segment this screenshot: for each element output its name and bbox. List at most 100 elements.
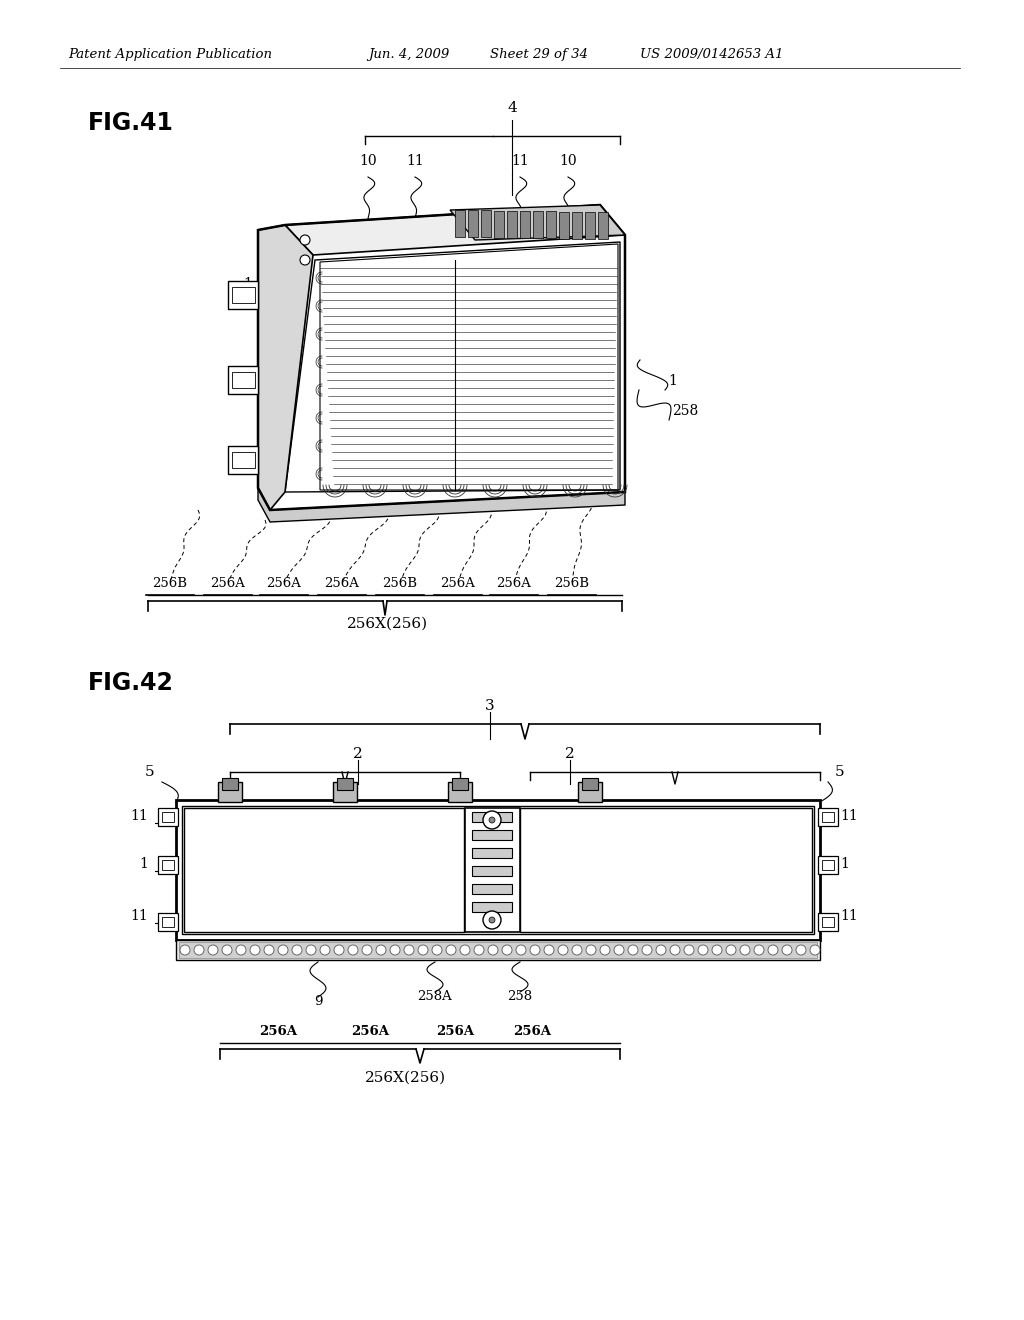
- Polygon shape: [228, 446, 258, 474]
- Circle shape: [446, 945, 456, 954]
- Circle shape: [516, 945, 526, 954]
- Polygon shape: [818, 855, 838, 874]
- Circle shape: [222, 945, 232, 954]
- Circle shape: [278, 945, 288, 954]
- Polygon shape: [494, 211, 504, 238]
- Polygon shape: [285, 205, 625, 255]
- Circle shape: [180, 945, 190, 954]
- Text: 256A: 256A: [436, 1026, 474, 1038]
- Bar: [582, 777, 598, 789]
- Circle shape: [306, 945, 316, 954]
- Text: 4: 4: [507, 102, 517, 115]
- Circle shape: [712, 945, 722, 954]
- Bar: [472, 902, 512, 912]
- Circle shape: [404, 945, 414, 954]
- Text: 1: 1: [668, 374, 677, 388]
- Text: 2: 2: [353, 747, 362, 762]
- Circle shape: [432, 945, 442, 954]
- Circle shape: [726, 945, 736, 954]
- Text: 258A: 258A: [418, 990, 453, 1003]
- Polygon shape: [534, 211, 543, 238]
- Text: Patent Application Publication: Patent Application Publication: [68, 48, 272, 61]
- Text: 256A: 256A: [513, 1026, 551, 1038]
- Bar: [182, 807, 814, 935]
- Circle shape: [544, 945, 554, 954]
- Circle shape: [684, 945, 694, 954]
- Circle shape: [768, 945, 778, 954]
- Circle shape: [292, 945, 302, 954]
- Text: 256A: 256A: [497, 577, 531, 590]
- Circle shape: [600, 945, 610, 954]
- Text: FIG.42: FIG.42: [88, 671, 174, 696]
- Bar: [222, 777, 238, 789]
- Circle shape: [264, 945, 274, 954]
- Circle shape: [208, 945, 218, 954]
- Polygon shape: [228, 281, 258, 309]
- Text: 256X(256): 256X(256): [365, 1071, 445, 1085]
- Polygon shape: [450, 205, 625, 240]
- Circle shape: [670, 945, 680, 954]
- Bar: [333, 781, 357, 803]
- Bar: [176, 800, 820, 940]
- Circle shape: [502, 945, 512, 954]
- Circle shape: [236, 945, 246, 954]
- Polygon shape: [585, 213, 595, 239]
- Text: 3: 3: [485, 700, 495, 713]
- Polygon shape: [818, 808, 838, 826]
- Circle shape: [698, 945, 708, 954]
- Circle shape: [474, 945, 484, 954]
- Bar: [449, 781, 472, 803]
- Bar: [179, 942, 817, 958]
- Circle shape: [782, 945, 792, 954]
- Text: 11: 11: [840, 809, 858, 822]
- Text: 258: 258: [508, 990, 532, 1003]
- Polygon shape: [559, 211, 569, 239]
- Text: 256A: 256A: [211, 577, 246, 590]
- Bar: [472, 847, 512, 858]
- Text: 11: 11: [511, 154, 528, 168]
- Bar: [472, 884, 512, 894]
- Polygon shape: [158, 808, 178, 826]
- Text: 256B: 256B: [383, 577, 418, 590]
- Polygon shape: [158, 913, 178, 931]
- Bar: [472, 866, 512, 876]
- Circle shape: [488, 945, 498, 954]
- Text: 256A: 256A: [266, 577, 301, 590]
- Polygon shape: [481, 210, 490, 238]
- Circle shape: [489, 917, 495, 923]
- Circle shape: [300, 255, 310, 265]
- Bar: [465, 808, 520, 932]
- Text: 11: 11: [407, 154, 424, 168]
- Polygon shape: [507, 211, 517, 238]
- Text: 5: 5: [145, 766, 155, 779]
- Text: 2: 2: [565, 747, 574, 762]
- Text: US 2009/0142653 A1: US 2009/0142653 A1: [640, 48, 783, 61]
- Polygon shape: [598, 213, 608, 239]
- Polygon shape: [285, 242, 620, 492]
- Text: 256B: 256B: [555, 577, 590, 590]
- Polygon shape: [818, 913, 838, 931]
- Circle shape: [334, 945, 344, 954]
- Text: 256A: 256A: [440, 577, 475, 590]
- Bar: [578, 781, 602, 803]
- Circle shape: [572, 945, 582, 954]
- Bar: [520, 808, 812, 932]
- Circle shape: [740, 945, 750, 954]
- Polygon shape: [228, 366, 258, 393]
- Bar: [472, 830, 512, 840]
- Text: 256B: 256B: [153, 577, 187, 590]
- Text: 10: 10: [559, 154, 577, 168]
- Circle shape: [376, 945, 386, 954]
- Text: FIG.41: FIG.41: [88, 111, 174, 135]
- Circle shape: [586, 945, 596, 954]
- Circle shape: [628, 945, 638, 954]
- Circle shape: [390, 945, 400, 954]
- Text: 1: 1: [244, 277, 253, 290]
- Polygon shape: [520, 211, 530, 238]
- Text: 1: 1: [139, 857, 148, 871]
- Polygon shape: [572, 211, 582, 239]
- Circle shape: [483, 810, 501, 829]
- Bar: [184, 808, 464, 932]
- Bar: [218, 781, 242, 803]
- Circle shape: [348, 945, 358, 954]
